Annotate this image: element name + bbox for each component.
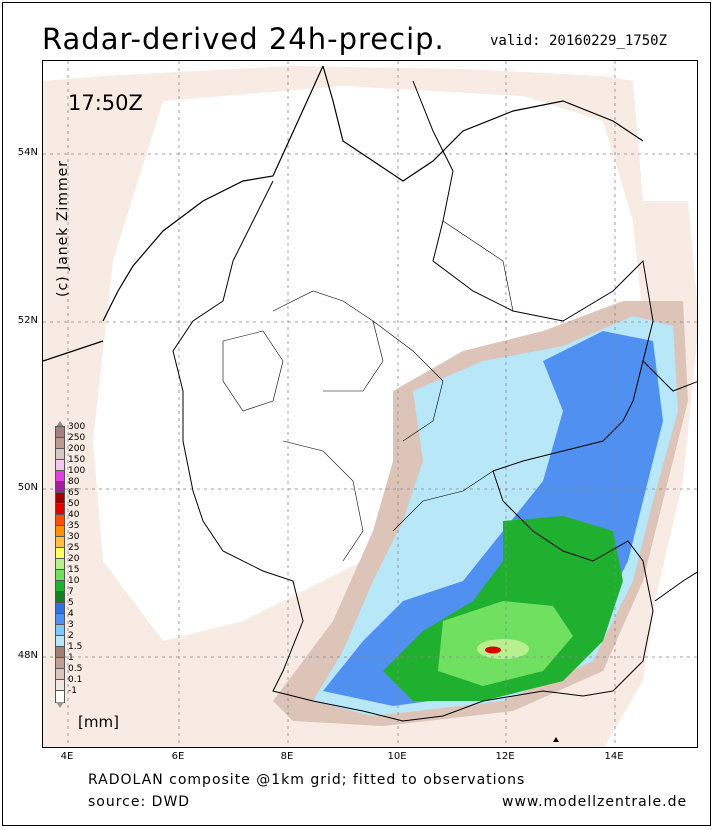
footer-website: www.modellzentrale.de [502,794,688,810]
coastlines [43,65,644,362]
marker-triangle [553,737,559,742]
lon-label-12e: 12E [495,751,515,762]
map-svg [43,61,697,747]
legend-label: 30 [68,532,80,542]
map-panel: 17:50Z (c) Janek Zimmer 300 250 200 150 100 8… [42,60,698,748]
legend-label: 7 [68,587,74,597]
legend-label: 35 [68,521,80,531]
legend-label: 25 [68,543,80,553]
coverage-gap [93,86,643,641]
lon-label-4e: 4E [60,751,74,762]
legend-label: 1 [68,653,74,663]
legend-swatch [55,569,65,582]
legend-swatch [55,591,65,604]
legend-label: 50 [68,499,80,509]
legend-label: 1.5 [68,642,83,652]
legend-swatch [55,635,65,648]
legend-swatch [55,580,65,593]
legend-swatch [55,646,65,659]
legend-label: 0.1 [68,675,83,685]
lon-label-8e: 8E [280,751,294,762]
legend-bottom-arrow [56,702,64,708]
legend-label: 10 [68,576,80,586]
legend-swatch [55,437,65,450]
legend-label: 0.5 [68,664,83,674]
legend-label: 300 [68,422,86,432]
legend-swatch [55,558,65,571]
lat-label-54n: 54N [17,147,38,158]
legend-top-arrow [56,421,64,427]
legend-label: -1 [68,686,77,696]
legend-swatch [55,536,65,549]
time-label: 17:50Z [68,91,143,115]
lon-label-10e: 10E [387,751,407,762]
legend-swatch [55,613,65,626]
legend-swatch [55,492,65,505]
map-title: Radar-derived 24h-precip. [42,22,445,56]
legend-label: 150 [68,455,86,465]
legend-label: 4 [68,609,74,619]
lon-label-14e: 14E [604,751,624,762]
legend-swatch [55,547,65,560]
legend-swatch [55,525,65,538]
legend-label: 100 [68,466,86,476]
legend-swatch [55,657,65,670]
graticule [43,61,697,747]
legend-swatch [55,426,65,439]
state-borders [222,220,514,562]
legend-label: 65 [68,488,80,498]
legend-swatch [55,679,65,692]
color-legend: 300 250 200 150 100 80 65 50 40 35 30 25 20 15 10 7 5 4 3 2… [55,421,136,746]
legend-label: 15 [68,565,80,575]
legend-swatch [55,470,65,483]
legend-unit: [mm] [78,713,119,731]
lat-label-48n: 48N [17,650,38,661]
legend-label: 200 [68,444,86,454]
legend-swatch [55,503,65,516]
legend-swatch [55,448,65,461]
legend-label: 3 [68,620,74,630]
legend-swatch [55,602,65,615]
legend-label: 80 [68,477,80,487]
legend-label: 2 [68,631,74,641]
footer-radolan: RADOLAN composite @1km grid; fitted to o… [88,772,526,788]
legend-label: 40 [68,510,80,520]
legend-label: 250 [68,433,86,443]
legend-swatch [55,624,65,637]
footer-source: source: DWD [88,794,191,810]
copyright-label: (c) Janek Zimmer [55,160,71,297]
legend-swatch [55,481,65,494]
legend-swatch [55,668,65,681]
country-borders [172,80,697,722]
legend-swatch [55,459,65,472]
precip-peak-area [477,639,529,659]
legend-swatch [55,514,65,527]
lat-label-52n: 52N [17,315,38,326]
legend-label: 5 [68,598,74,608]
lon-label-6e: 6E [171,751,185,762]
precip-maximum [485,646,501,654]
lat-label-50n: 50N [17,482,38,493]
legend-label: 20 [68,554,80,564]
legend-swatch [55,690,65,703]
valid-time: valid: 20160229_1750Z [490,33,668,49]
